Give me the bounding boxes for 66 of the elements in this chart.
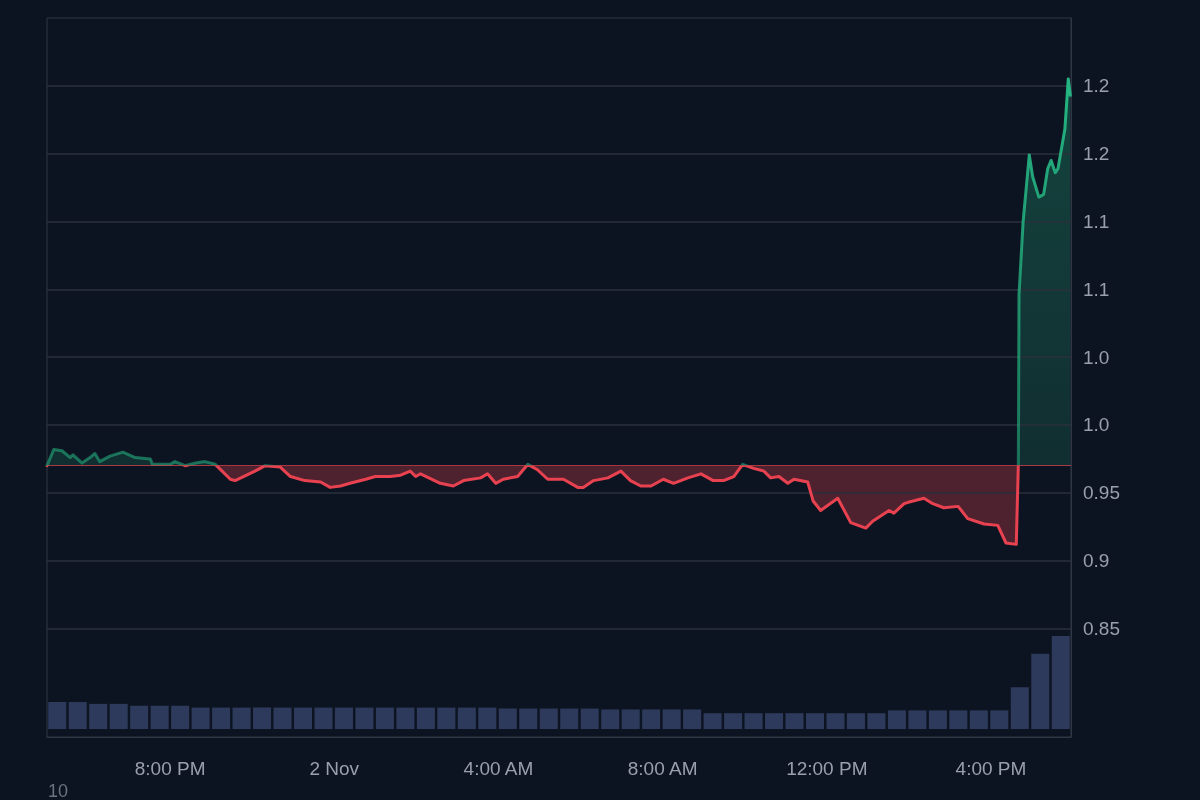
y-tick-label: 1.1 — [1083, 210, 1110, 232]
bar — [416, 707, 435, 729]
y-tick-label: 1.0 — [1083, 414, 1110, 436]
bar — [969, 710, 988, 729]
y-tick-label: 1.2 — [1083, 75, 1110, 97]
bar — [908, 710, 927, 729]
bar — [355, 707, 374, 729]
bar — [683, 709, 702, 729]
bar — [334, 707, 353, 729]
y-tick-label: 0.85 — [1083, 617, 1120, 639]
bar — [765, 713, 784, 729]
bar — [846, 713, 865, 729]
x-tick-label: 8:00 AM — [627, 758, 698, 779]
y-tick-label: 1.0 — [1083, 346, 1110, 368]
bar — [785, 713, 804, 729]
bar — [68, 702, 87, 729]
bar — [130, 705, 149, 729]
bar — [867, 713, 886, 729]
bar — [191, 707, 210, 729]
bar — [601, 709, 620, 729]
bar — [89, 703, 108, 729]
bar — [498, 708, 517, 729]
x-tick-label: 12:00 PM — [786, 758, 868, 779]
bar — [232, 707, 251, 729]
bar — [580, 708, 599, 729]
bar — [724, 713, 743, 729]
bar — [457, 707, 476, 729]
y-tick-label: 0.95 — [1083, 482, 1120, 504]
bar — [703, 713, 722, 729]
y-tick-label: 0.9 — [1083, 550, 1110, 572]
bar — [478, 707, 497, 729]
y-tick-label: 1.1 — [1083, 278, 1110, 300]
bar — [150, 705, 169, 729]
y-tick-label: 1.2 — [1083, 143, 1110, 165]
bar — [314, 707, 333, 729]
bar — [375, 707, 394, 729]
bar — [539, 708, 558, 729]
text: 10 — [48, 781, 69, 800]
bar — [1010, 687, 1029, 729]
x-tick-label: 8:00 PM — [134, 758, 206, 779]
bar — [437, 707, 456, 729]
bar — [662, 709, 681, 729]
bar — [519, 708, 538, 729]
x-tick-label: 4:00 PM — [955, 758, 1027, 779]
bar — [171, 705, 190, 729]
bar — [1031, 653, 1050, 729]
bar — [396, 707, 415, 729]
bar — [949, 710, 968, 729]
bar — [273, 707, 292, 729]
bar — [887, 710, 906, 729]
bar — [990, 710, 1009, 729]
bar — [826, 713, 845, 729]
bar — [928, 710, 947, 729]
bar — [48, 702, 67, 729]
bar — [560, 708, 579, 729]
bar — [1051, 636, 1070, 729]
bar — [744, 713, 763, 729]
x-tick-label: 4:00 AM — [463, 758, 534, 779]
bar — [621, 709, 640, 729]
bar — [642, 709, 661, 729]
bar — [293, 707, 313, 729]
bar — [805, 713, 825, 729]
bar — [253, 707, 272, 729]
bar — [212, 707, 231, 729]
bar — [109, 703, 128, 729]
x-tick-label: 2 Nov — [309, 758, 360, 779]
